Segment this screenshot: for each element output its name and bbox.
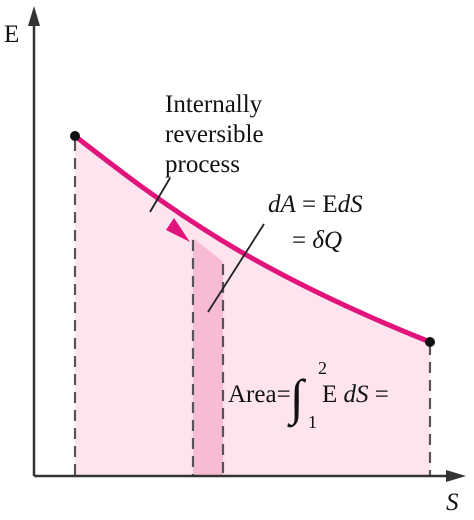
- area-integral-upper-limit: 2: [318, 358, 327, 378]
- x-axis-arrowhead: [446, 470, 466, 482]
- process-direction-arrow: [166, 218, 190, 242]
- area-under-curve: [75, 136, 430, 476]
- state-2-point: [425, 337, 435, 347]
- area-integral-sign: ∫: [287, 369, 307, 428]
- y-axis-arrowhead: [28, 6, 40, 26]
- state-1-point: [70, 131, 80, 141]
- strip-leader-line: [207, 223, 265, 313]
- process-label-line1: Internally: [165, 91, 263, 118]
- x-axis-label: S: [446, 489, 459, 516]
- strip-label-line2: = δQ: [292, 227, 342, 254]
- strip-label-line1: dA = EdS: [268, 191, 363, 218]
- process-label-line3: process: [165, 151, 240, 178]
- area-integrand: E dS =: [322, 381, 389, 408]
- differential-strip: [193, 238, 223, 476]
- y-axis-label: E: [4, 21, 19, 48]
- process-curve: [72, 133, 433, 345]
- area-integral-lower-limit: 1: [308, 412, 317, 432]
- process-leader-line: [149, 177, 171, 213]
- area-label-prefix: Area=: [228, 381, 291, 408]
- process-label-line2: reversible: [165, 121, 264, 148]
